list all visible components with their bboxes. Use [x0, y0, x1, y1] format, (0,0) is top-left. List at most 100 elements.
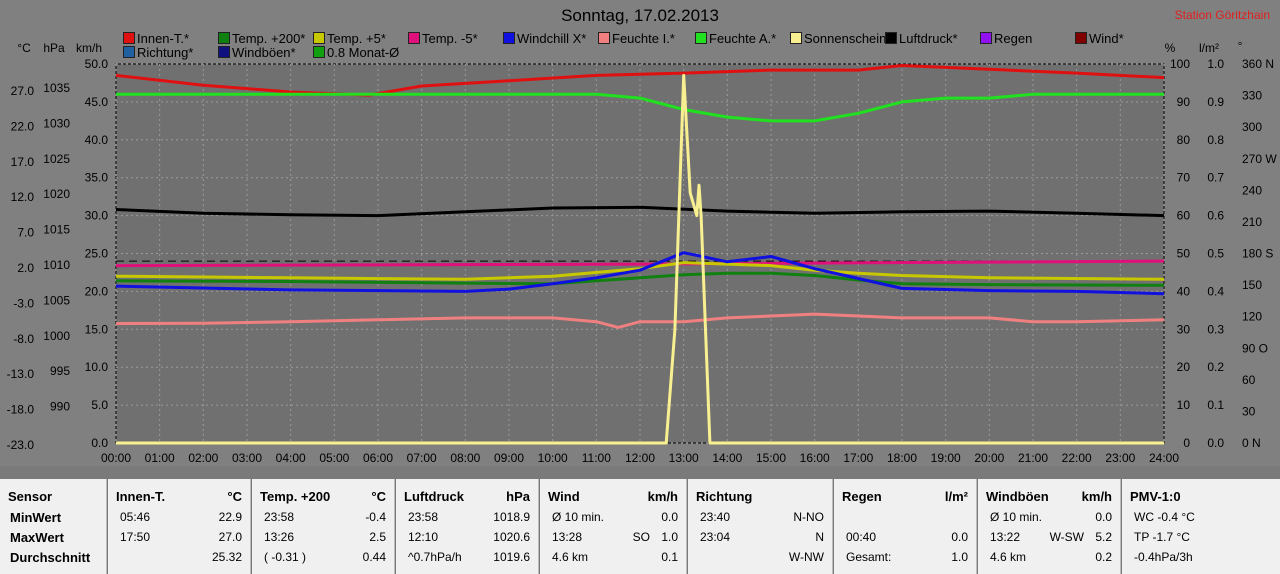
stats-column-header: Regen: [842, 489, 882, 504]
y-tick-label-deg: 300: [1242, 120, 1262, 134]
x-tick-label: 11:00: [582, 451, 611, 465]
x-tick-label: 03:00: [232, 451, 262, 465]
y-tick-label-deg: 150: [1242, 278, 1262, 292]
stats-column-unit: hPa: [506, 489, 530, 504]
x-tick-label: 02:00: [188, 451, 218, 465]
legend-item[interactable]: Wind*: [1075, 31, 1124, 46]
y-tick-label-c: 27.0: [11, 84, 35, 98]
y-tick-label-c: -3.0: [13, 296, 34, 310]
y-tick-label-c: 12.0: [11, 190, 35, 204]
legend-item[interactable]: Regen: [980, 31, 1032, 46]
stats-column-header: Luftdruck: [404, 489, 464, 504]
stats-column: Richtung 23:40 N-NO 23:04 N W-NW: [688, 479, 833, 574]
stats-cell-label: Ø 10 min.: [990, 510, 1043, 524]
y-tick-label-kmh: 45.0: [85, 95, 109, 109]
stats-cell-value: -0.4: [365, 510, 386, 524]
stats-column: Wind km/h Ø 10 min. 0.0 13:28 SO 1.0 4.6 km 0.1: [540, 479, 687, 574]
legend-item[interactable]: 0.8 Monat-Ø: [313, 45, 399, 60]
series-line: [115, 251, 1165, 296]
y-tick-label-c: -8.0: [13, 332, 34, 346]
stats-cell-label: 4.6 km: [990, 550, 1027, 564]
stats-cell-value: 2.5: [369, 530, 386, 544]
stats-cell-label: Ø 10 min.: [552, 510, 605, 524]
stats-row: [834, 510, 976, 528]
legend-item[interactable]: Temp. +200*: [218, 31, 305, 46]
stats-cell-value: 1.0: [951, 550, 968, 564]
y-tick-label-hpa: 1010: [43, 258, 70, 272]
legend-item[interactable]: Feuchte I.*: [598, 31, 675, 46]
legend-label: 0.8 Monat-Ø: [327, 45, 400, 60]
stats-row: 13:26 2.5: [252, 530, 394, 548]
x-tick-label: 22:00: [1062, 451, 1092, 465]
series-line: [115, 271, 1165, 287]
x-tick-label: 16:00: [800, 451, 830, 465]
stats-row: MaxWert: [0, 530, 106, 548]
stats-cell-label: ^0.7hPa/h: [408, 550, 462, 564]
x-tick-label: 07:00: [407, 451, 437, 465]
x-tick-label: 09:00: [494, 451, 524, 465]
series-line: [116, 73, 1164, 445]
legend-swatch: [218, 32, 230, 44]
stats-cell-label: 23:04: [700, 530, 731, 544]
stats-row: Ø 10 min. 0.0: [978, 510, 1120, 528]
stats-cell-label: -0.4hPa/3h: [1134, 550, 1193, 564]
stats-cell-value: 0.0: [951, 530, 968, 544]
y-tick-label-lm2: 0.9: [1207, 95, 1224, 109]
y-tick-label-c: -18.0: [7, 403, 35, 417]
legend-swatch: [123, 46, 135, 58]
y-tick-label-pct: 10: [1177, 398, 1191, 412]
legend-item[interactable]: Temp. -5*: [408, 31, 478, 46]
y-tick-label-lm2: 0.7: [1207, 171, 1224, 185]
legend-label: Sonnenschein: [804, 31, 887, 46]
y-tick-label-kmh: 50.0: [85, 57, 109, 71]
stats-row: 23:58 1018.9: [396, 510, 538, 528]
stats-row: 23:40 N-NO: [688, 510, 832, 528]
y-tick-label-pct: 80: [1177, 133, 1191, 147]
stats-column-header: Windböen: [986, 489, 1049, 504]
axis-unit-hpa: hPa: [43, 41, 65, 55]
stats-cell-label: 23:58: [408, 510, 439, 524]
legend-label: Windböen*: [232, 45, 296, 60]
stats-row: 17:50 27.0: [108, 530, 250, 548]
y-tick-label-lm2: 0.4: [1207, 284, 1224, 298]
stats-cell-value: W-NW: [788, 550, 824, 564]
stats-column-header: Temp. +200: [260, 489, 331, 504]
x-tick-label: 17:00: [843, 451, 873, 465]
legend-item[interactable]: Feuchte A.*: [695, 31, 776, 46]
stats-row: 23:58 -0.4: [252, 510, 394, 528]
y-tick-label-hpa: 995: [50, 364, 70, 378]
x-tick-label: 18:00: [887, 451, 917, 465]
stats-cell-value: 1019.6: [493, 550, 530, 564]
legend-swatch: [695, 32, 707, 44]
stats-column-header: Innen-T.: [116, 489, 166, 504]
legend-label: Feuchte A.*: [709, 31, 777, 46]
stats-column-unit: °C: [371, 489, 386, 504]
stats-row: 25.32: [108, 550, 250, 568]
y-tick-label-hpa: 1005: [43, 293, 70, 307]
y-tick-label-pct: 90: [1177, 95, 1191, 109]
stats-row: Gesamt: 1.0: [834, 550, 976, 568]
legend-item[interactable]: Sonnenschein: [790, 31, 886, 46]
x-tick-label: 00:00: [101, 451, 131, 465]
legend-item[interactable]: Luftdruck*: [885, 31, 958, 46]
x-tick-label: 15:00: [756, 451, 786, 465]
stats-cell-label: 13:22: [990, 530, 1021, 544]
axis-unit-pct: %: [1165, 41, 1176, 55]
legend-item[interactable]: Windböen*: [218, 45, 296, 60]
stats-cell-label: WC -0.4 °C: [1134, 510, 1195, 524]
legend-swatch: [503, 32, 515, 44]
stats-column: Windböen km/h Ø 10 min. 0.0 13:22 W-SW 5.2 4.6 …: [978, 479, 1121, 574]
y-tick-label-deg: 0 N: [1242, 436, 1261, 450]
legend-item[interactable]: Windchill X*: [503, 31, 586, 46]
legend-item[interactable]: Temp. +5*: [313, 31, 386, 46]
y-tick-label-kmh: 30.0: [85, 209, 109, 223]
stats-cell-label: 13:28: [552, 530, 583, 544]
legend-label: Temp. +5*: [327, 31, 386, 46]
weather-chart: 00:00 01:00 02:00 03:00 04:00 05:00 06:00 07:00…: [7, 39, 1278, 465]
axis-unit-lm2: l/m²: [1199, 41, 1219, 55]
legend-swatch: [980, 32, 992, 44]
legend-item[interactable]: Richtung*: [123, 45, 193, 60]
legend-item[interactable]: Innen-T.*: [123, 31, 189, 46]
axis-unit-deg: °: [1238, 39, 1243, 53]
y-tick-label-hpa: 1020: [43, 187, 70, 201]
